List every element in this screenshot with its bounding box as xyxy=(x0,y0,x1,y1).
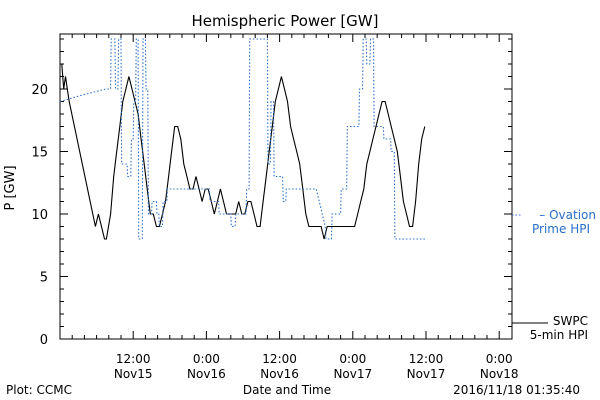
x-axis: 12:00Nov150:00Nov1612:00Nov160:00Nov1712… xyxy=(71,34,519,381)
x-tick-date-label: Nov15 xyxy=(114,367,153,381)
y-tick-label: 5 xyxy=(40,271,48,286)
plot-timestamp: 2016/11/18 01:35:40 xyxy=(453,383,580,397)
x-tick-time-label: 12:00 xyxy=(116,352,151,366)
x-tick-time-label: 12:00 xyxy=(409,352,444,366)
x-axis-label: Date and Time xyxy=(243,383,331,397)
legend-swpc-line1: SWPC xyxy=(553,314,588,328)
x-tick-time-label: 0:00 xyxy=(339,352,366,366)
legend-ovation-line1: – Ovation xyxy=(539,208,596,222)
x-tick-date-label: Nov17 xyxy=(333,367,372,381)
y-tick-label: 10 xyxy=(31,208,48,223)
y-tick-label: 20 xyxy=(31,83,48,98)
x-tick-date-label: Nov16 xyxy=(260,367,299,381)
x-tick-date-label: Nov18 xyxy=(480,367,519,381)
x-tick-date-label: Nov17 xyxy=(407,367,446,381)
y-axis-label: P [GW] xyxy=(3,165,18,210)
x-tick-time-label: 0:00 xyxy=(486,352,513,366)
legend-ovation-line2: Prime HPI xyxy=(532,222,590,236)
y-tick-label: 0 xyxy=(40,333,48,348)
series-layer xyxy=(59,38,426,240)
chart-title: Hemispheric Power [GW] xyxy=(192,12,379,30)
plot-source: Plot: CCMC xyxy=(6,383,72,397)
x-tick-time-label: 0:00 xyxy=(193,352,220,366)
series-line-ovation xyxy=(59,38,426,240)
y-tick-label: 15 xyxy=(31,146,48,161)
y-axis: 0 5 10 15 20 xyxy=(31,38,512,348)
legend-swpc-line2: 5-min HPI xyxy=(530,328,588,342)
plot-frame xyxy=(59,33,513,340)
series-line-swpc xyxy=(60,63,426,240)
x-tick-time-label: 12:00 xyxy=(262,352,297,366)
x-tick-date-label: Nov16 xyxy=(187,367,226,381)
